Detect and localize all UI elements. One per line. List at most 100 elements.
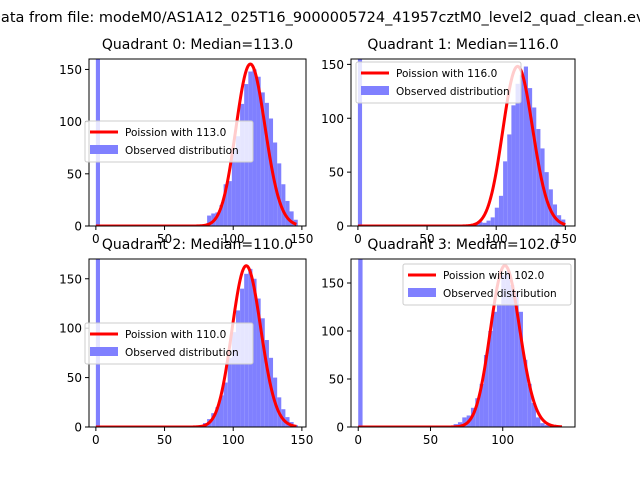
- legend-frame: [84, 120, 254, 163]
- histogram-bar: [235, 310, 241, 427]
- legend-bar-swatch: [90, 347, 118, 356]
- x-tick-label: 0: [354, 232, 362, 246]
- legend: Poission with 110.0 Observed distribution: [84, 322, 254, 365]
- histogram-bar: [515, 83, 520, 226]
- legend-frame: [355, 61, 522, 104]
- y-tick-label: 150: [59, 272, 82, 286]
- histogram-bar: [252, 69, 257, 226]
- histogram-bar: [501, 275, 506, 427]
- y-tick-label: 0: [74, 421, 82, 435]
- histogram-bar: [503, 161, 508, 226]
- histogram-bar: [235, 136, 241, 226]
- legend-label-observed: Observed distribution: [125, 347, 239, 359]
- legend: Poission with 116.0 Observed distribution: [355, 61, 522, 104]
- histogram-bar: [231, 332, 236, 427]
- histogram-bar: [478, 221, 483, 226]
- x-tick-label: 100: [222, 232, 245, 246]
- histogram-bar: [536, 129, 541, 226]
- subplot-quadrant-3: 0 50 100 0 50 100 150 Quadrant 3: Median=102.0 P…: [321, 237, 576, 447]
- histogram-bar: [285, 200, 290, 226]
- subplot-quadrant-0: 0 50 100 150 0 50 100 150 Quadrant 0: Median=113…: [59, 37, 313, 246]
- histogram-bar: [252, 278, 257, 427]
- x-tick-label: 0: [92, 433, 100, 447]
- x-tick-label: 50: [423, 433, 438, 447]
- x-tick-label: 100: [491, 433, 514, 447]
- histogram-bar: [532, 107, 537, 226]
- histogram-bar: [490, 217, 495, 226]
- axes-frame: [350, 258, 576, 428]
- x-tick-label: 150: [290, 232, 313, 246]
- subplot-title: Quadrant 2: Median=110.0: [102, 237, 293, 253]
- legend-bar-swatch: [90, 145, 118, 154]
- histogram-bar: [223, 184, 228, 226]
- histogram-bar: [535, 417, 541, 427]
- histogram-bar: [509, 284, 515, 427]
- histogram-bar: [522, 359, 528, 427]
- histogram-bar: [277, 163, 282, 226]
- y-tick-label: 100: [321, 112, 344, 126]
- histogram-bar: [514, 292, 519, 427]
- poisson-curve: [357, 264, 563, 427]
- histogram-bar: [240, 103, 245, 226]
- histogram-bar: [486, 220, 491, 226]
- histogram-bar: [527, 88, 533, 226]
- legend-label-observed: Observed distribution: [396, 86, 510, 98]
- y-tick-label: 50: [329, 373, 344, 387]
- y-tick-label: 0: [336, 220, 344, 234]
- y-tick-label: 150: [321, 277, 344, 291]
- legend-label-poisson: Poission with 110.0: [125, 329, 226, 341]
- histogram-bar: [475, 398, 480, 427]
- x-tick-label: 0: [92, 232, 100, 246]
- axes-frame: [350, 58, 576, 227]
- subplot-grid: 0 50 100 150 0 50 100 150 Quadrant 0: Median=113…: [59, 37, 577, 447]
- legend-label-poisson: Poission with 102.0: [443, 270, 544, 282]
- histogram-bar: [215, 212, 220, 226]
- histogram-bar: [227, 181, 232, 226]
- legend-label-observed: Observed distribution: [443, 288, 557, 300]
- legend-bar-swatch: [408, 288, 436, 297]
- legend-frame: [402, 263, 572, 306]
- y-tick-label: 50: [329, 166, 344, 180]
- histogram-bar: [519, 75, 524, 226]
- legend: Poission with 102.0 Observed distribution: [402, 263, 572, 306]
- subplot-quadrant-1: 0 50 100 150 0 50 100 150 Quadrant 1: Median=116…: [321, 37, 577, 246]
- subplot-title: Quadrant 0: Median=113.0: [102, 37, 293, 53]
- histogram-bar: [264, 102, 269, 226]
- histogram-bar: [207, 215, 212, 226]
- histogram-bar: [531, 403, 536, 427]
- histogram-bar: [231, 149, 236, 226]
- histogram-bar: [494, 207, 499, 226]
- histogram-bar: [492, 311, 497, 427]
- histogram-bar: [256, 76, 261, 226]
- subplot-title: Quadrant 1: Median=116.0: [367, 37, 558, 53]
- legend: Poission with 113.0 Observed distribution: [84, 120, 254, 163]
- legend-label-poisson: Poission with 116.0: [396, 68, 497, 80]
- histogram-bar: [462, 417, 467, 427]
- histogram-bar: [479, 383, 484, 427]
- legend-label-observed: Observed distribution: [125, 145, 239, 157]
- histogram-bar: [523, 66, 528, 226]
- histogram-bar: [358, 259, 363, 427]
- x-tick-label: 150: [554, 232, 577, 246]
- y-tick-label: 50: [67, 167, 82, 181]
- histogram-bar: [483, 355, 489, 427]
- y-tick-label: 150: [59, 63, 82, 77]
- histogram-bar: [256, 298, 261, 427]
- histogram-bar: [498, 195, 504, 226]
- y-tick-label: 0: [336, 421, 344, 435]
- y-tick-label: 100: [321, 325, 344, 339]
- figure-title: Data from file: modeM0/AS1A12_025T16_900…: [0, 10, 640, 26]
- histogram-bar: [507, 134, 512, 226]
- x-tick-label: 50: [157, 433, 172, 447]
- subplot-quadrant-2: 0 50 100 150 0 50 100 150 Quadrant 2: Median=110…: [59, 237, 313, 447]
- legend-label-poisson: Poission with 113.0: [125, 127, 226, 139]
- legend-frame: [84, 322, 254, 365]
- x-tick-label: 150: [290, 433, 313, 447]
- x-tick-label: 0: [354, 433, 362, 447]
- histogram-bar: [527, 383, 532, 427]
- plot-area: [357, 259, 563, 427]
- y-tick-label: 100: [59, 115, 82, 129]
- histogram-bar: [457, 422, 463, 427]
- histogram-bar: [482, 222, 487, 226]
